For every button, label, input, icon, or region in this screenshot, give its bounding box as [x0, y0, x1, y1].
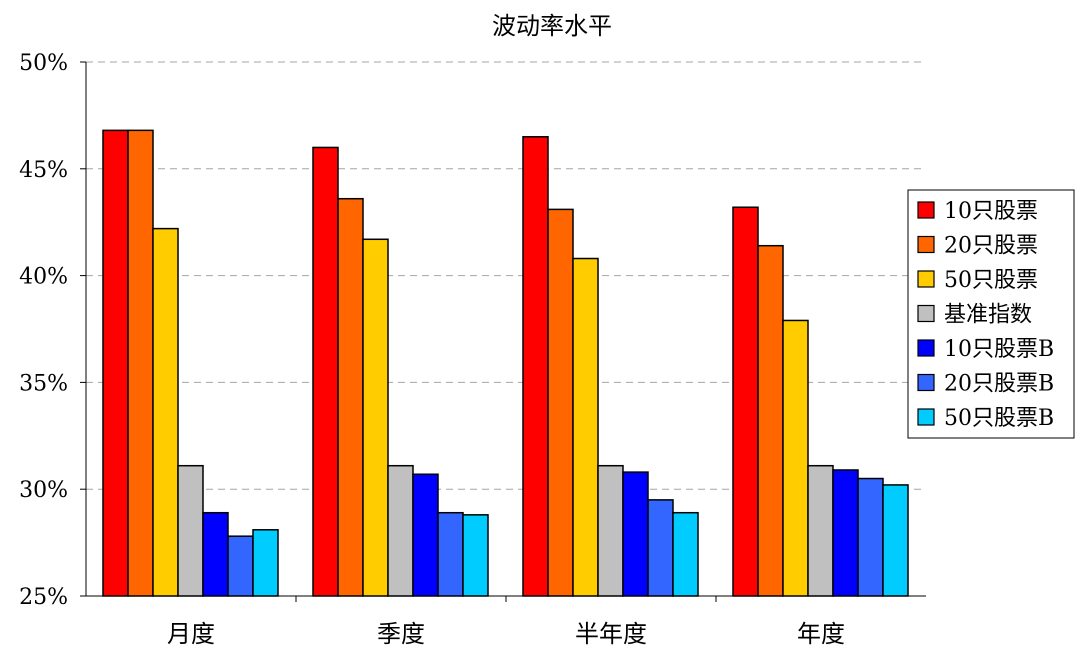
y-tick-label: 25%	[19, 585, 68, 610]
bar	[622, 471, 649, 597]
bar	[857, 477, 884, 597]
legend-label: 20只股票	[944, 234, 1038, 259]
bar	[732, 206, 759, 597]
legend-label: 10只股票	[944, 199, 1038, 224]
bar	[177, 464, 204, 597]
x-axis: 月度 季度 半年度 年度	[86, 595, 926, 648]
bar	[102, 129, 129, 597]
bar	[672, 511, 699, 597]
y-tick-label: 40%	[19, 265, 68, 290]
legend-swatch	[917, 235, 935, 254]
bar	[387, 464, 414, 597]
legend-label: 基准指数	[944, 303, 1032, 328]
legend-swatch	[917, 408, 935, 426]
bar	[572, 257, 599, 597]
x-category-label: 年度	[797, 620, 845, 648]
legend-swatch	[917, 270, 935, 288]
bar	[202, 511, 229, 597]
legend-swatch	[917, 373, 935, 392]
bar	[152, 227, 179, 597]
bar	[647, 499, 674, 597]
bar	[882, 484, 909, 597]
legend-label: 20只股票B	[944, 372, 1054, 397]
bar	[832, 469, 859, 597]
bar	[807, 464, 834, 597]
legend-label: 50只股票B	[944, 406, 1054, 431]
x-category-label: 半年度	[575, 620, 647, 648]
y-tick-label: 45%	[19, 158, 68, 183]
x-category-label: 月度	[167, 620, 215, 648]
bar	[337, 197, 364, 597]
bar	[757, 244, 784, 597]
bar	[412, 473, 439, 597]
bar	[312, 146, 339, 597]
y-tick-label: 35%	[19, 371, 68, 396]
legend-swatch	[917, 304, 935, 323]
legend-label: 10只股票B	[944, 337, 1054, 362]
x-category-label: 季度	[377, 620, 425, 648]
bar	[362, 238, 389, 597]
legend-box	[907, 189, 1075, 439]
bar	[522, 136, 549, 597]
bar	[547, 208, 574, 597]
y-axis: 25% 30% 35% 40% 45% 50%	[19, 51, 87, 610]
bar	[782, 319, 809, 597]
bar	[227, 535, 254, 597]
bar	[437, 511, 464, 597]
bar	[252, 529, 279, 597]
bars	[102, 129, 909, 597]
y-tick-label: 30%	[19, 478, 68, 503]
bar	[462, 514, 489, 597]
legend-label: 50只股票	[944, 268, 1038, 293]
legend-swatch	[917, 339, 935, 357]
bar	[127, 129, 154, 597]
bar	[597, 464, 624, 597]
chart-title: 波动率水平	[492, 12, 612, 40]
y-tick-label: 50%	[19, 51, 68, 76]
legend-swatch	[917, 201, 935, 219]
